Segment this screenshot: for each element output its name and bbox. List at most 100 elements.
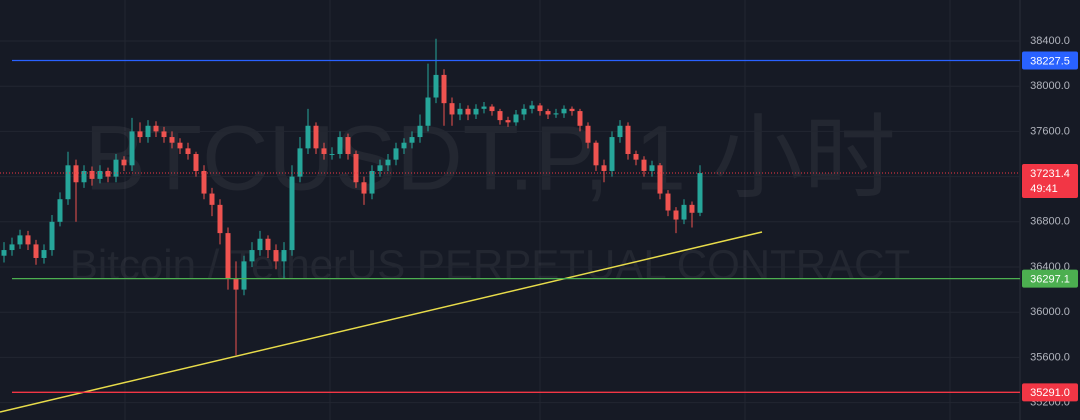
candle-body	[577, 111, 583, 126]
candle-body	[385, 159, 391, 166]
candle-body	[345, 137, 351, 155]
level-label-box	[1022, 269, 1078, 288]
countdown-label: 49:41	[1030, 183, 1058, 195]
candle-body	[633, 154, 639, 160]
candle-body	[353, 154, 359, 183]
candle-body	[465, 108, 471, 115]
candle-body	[569, 108, 575, 112]
candle-body	[457, 108, 463, 115]
candle-body	[681, 204, 687, 220]
y-tick-label: 36000.0	[1030, 306, 1070, 318]
candle-body	[33, 244, 39, 258]
y-tick-label: 36800.0	[1030, 216, 1070, 228]
candle-body	[377, 165, 383, 171]
level-label: 38227.5	[1030, 55, 1070, 67]
candle-body	[225, 233, 231, 279]
candle-body	[433, 74, 439, 98]
candle-body	[113, 159, 119, 177]
level-label-box	[1022, 51, 1078, 70]
candle-body	[65, 165, 71, 200]
candle-body	[601, 165, 607, 171]
candle-body	[489, 106, 495, 112]
candle-body	[561, 108, 567, 114]
candle-body	[121, 159, 127, 166]
candle-body	[401, 142, 407, 149]
level-label-box	[1022, 383, 1078, 402]
candle-body	[449, 103, 455, 115]
candle-body	[273, 250, 279, 262]
candle-body	[177, 142, 183, 149]
candle-body	[169, 137, 175, 143]
candle-body	[193, 154, 199, 171]
candle-body	[129, 131, 135, 166]
trendline	[0, 231, 763, 413]
candle-body	[441, 74, 447, 104]
candle-body	[665, 193, 671, 211]
candle-body	[249, 250, 255, 262]
candle-body	[241, 261, 247, 290]
candle-body	[145, 125, 151, 138]
candle-body	[369, 170, 375, 194]
candle-body	[529, 105, 535, 109]
current-price-label: 37231.4	[1030, 168, 1070, 180]
candle-body	[137, 131, 143, 138]
candle-body	[649, 165, 655, 171]
watermark-title: BTCUSDT.P, 1 小时	[84, 107, 895, 209]
candle-body	[553, 113, 559, 115]
candle-body	[257, 238, 263, 251]
candle-body	[393, 148, 399, 160]
candle-body	[697, 173, 703, 213]
candle-body	[321, 148, 327, 155]
candle-body	[81, 170, 87, 183]
candle-body	[209, 193, 215, 205]
candle-body	[625, 125, 631, 155]
candle-body	[513, 114, 519, 123]
candle-body	[89, 170, 95, 179]
candle-body	[17, 235, 23, 245]
candle-body	[617, 125, 623, 138]
candle-body	[329, 154, 335, 156]
candle-body	[97, 170, 103, 179]
candle-body	[473, 108, 479, 115]
candle-body	[25, 235, 31, 245]
candle-body	[657, 165, 663, 194]
candle-body	[313, 125, 319, 149]
candle-body	[153, 125, 159, 132]
y-tick-label: 38400.0	[1030, 35, 1070, 47]
candle-body	[105, 170, 111, 177]
watermark-subtitle: Bitcoin / TetherUS PERPETUAL CONTRACT	[70, 241, 910, 288]
candle-body	[9, 244, 15, 251]
candle-body	[425, 97, 431, 126]
candle-body	[417, 125, 423, 138]
candle-body	[73, 165, 79, 183]
candle-body	[673, 210, 679, 220]
candle-body	[217, 204, 223, 234]
candle-body	[1, 250, 7, 256]
level-label: 35291.0	[1030, 387, 1070, 399]
candle-body	[49, 221, 55, 251]
candle-body	[233, 278, 239, 290]
candle-body	[689, 204, 695, 213]
y-tick-label: 35600.0	[1030, 351, 1070, 363]
candle-body	[297, 148, 303, 177]
vertical-grid	[124, 0, 951, 420]
candle-body	[201, 170, 207, 194]
candle-body	[161, 131, 167, 138]
candle-body	[585, 125, 591, 143]
candle-body	[305, 125, 311, 149]
candle-body	[481, 106, 487, 109]
candle-body	[497, 111, 503, 121]
y-tick-label: 38000.0	[1030, 80, 1070, 92]
candle-body	[409, 137, 415, 143]
candle-body	[337, 137, 343, 155]
candle-body	[185, 148, 191, 155]
candle-body	[593, 142, 599, 166]
candle-body	[41, 250, 47, 258]
candle-body	[641, 159, 647, 171]
candle-body	[265, 238, 271, 251]
candle-body	[57, 199, 63, 222]
candle-body	[289, 176, 295, 251]
candle-body	[545, 111, 551, 115]
